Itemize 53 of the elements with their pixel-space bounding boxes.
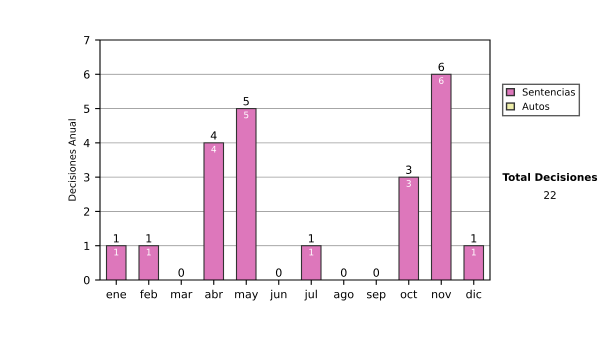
total-label: 5 — [244, 97, 249, 106]
y-tick-label: 1 — [84, 242, 90, 250]
x-tick-label: abr — [205, 290, 223, 298]
bar — [138, 245, 160, 280]
data-label: 3 — [406, 180, 411, 187]
bar — [430, 74, 452, 280]
x-tick-label: dic — [466, 290, 482, 298]
data-label: 1 — [472, 248, 476, 256]
x-tick-label: ago — [334, 292, 354, 300]
total-label: 1 — [146, 234, 152, 242]
total-label: 1 — [114, 234, 119, 242]
y-tick-label: 7 — [84, 36, 90, 44]
x-tick-label: nov — [432, 292, 452, 298]
x-tick-label: jul — [304, 290, 317, 300]
y-tick-label: 2 — [84, 207, 90, 216]
y-tick-label: 4 — [84, 138, 90, 148]
bar — [106, 245, 127, 280]
data-label: 6 — [439, 77, 444, 84]
legend-label: Autos — [522, 102, 550, 110]
data-label: 1 — [146, 248, 151, 256]
total-label: 3 — [406, 166, 412, 174]
y-axis-title: Decisiones Anual — [68, 119, 76, 201]
x-tick-label: may — [235, 292, 258, 300]
data-label: 4 — [211, 146, 216, 152]
y-tick-label: 3 — [84, 173, 90, 182]
total-label: 4 — [210, 131, 217, 140]
x-tick-label: oct — [400, 290, 418, 298]
x-tick-label: feb — [140, 290, 158, 298]
total-label: 6 — [438, 62, 444, 72]
bar — [300, 245, 322, 280]
total-label: 0 — [276, 268, 282, 277]
legend-label: Sentencias — [522, 88, 575, 96]
total-label: 0 — [178, 268, 184, 277]
y-tick-label: 6 — [84, 70, 90, 79]
total-label: 1 — [308, 234, 314, 242]
bar — [398, 176, 420, 280]
total-label: 0 — [340, 268, 347, 277]
data-label: 1 — [114, 248, 118, 256]
text: Total Decisiones — [502, 172, 598, 182]
data-label: 1 — [309, 248, 314, 256]
text: 22 — [544, 191, 556, 199]
bar — [463, 245, 484, 280]
y-tick-label: 0 — [84, 276, 90, 284]
total-label: 0 — [373, 268, 380, 277]
total-label: 1 — [471, 234, 476, 242]
x-tick-label: ene — [106, 292, 126, 298]
x-tick-label: jun — [270, 290, 286, 300]
y-tick-label: 5 — [84, 104, 90, 113]
x-tick-label: mar — [171, 292, 192, 298]
data-label: 5 — [244, 112, 248, 118]
bar — [236, 108, 257, 280]
x-tick-label: sep — [367, 292, 386, 300]
bar — [203, 142, 224, 280]
